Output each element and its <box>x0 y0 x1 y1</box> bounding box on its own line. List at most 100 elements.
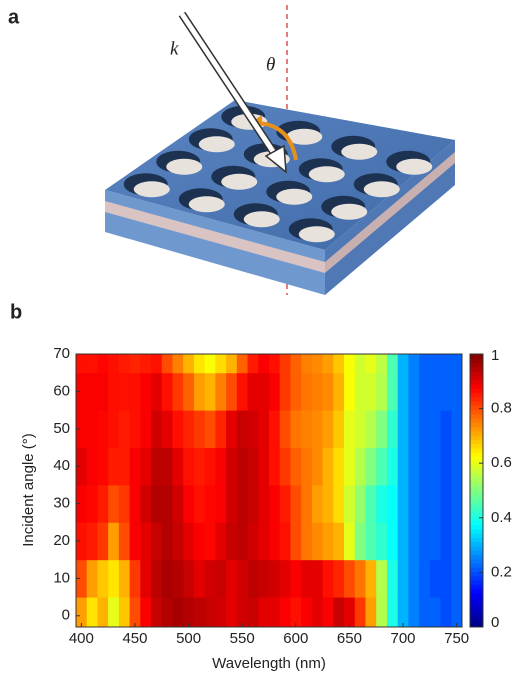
heat-cell <box>97 597 109 627</box>
heat-cell <box>397 410 409 448</box>
heat-cell <box>226 522 238 561</box>
heat-cell <box>344 522 356 561</box>
heat-cell <box>419 597 431 627</box>
heat-cell <box>376 559 388 598</box>
heat-cell <box>419 372 431 411</box>
heat-cell <box>183 559 195 598</box>
heat-cell <box>419 410 431 448</box>
heat-cell <box>279 522 291 561</box>
colorbar-swatch <box>470 388 483 393</box>
heat-cell <box>386 372 399 411</box>
heat-cell <box>86 372 98 411</box>
heat-cell <box>258 372 270 411</box>
x-tick-label: 400 <box>69 630 94 647</box>
y-tick-label: 60 <box>53 382 70 399</box>
colorbar-swatch <box>470 580 483 585</box>
heat-cell <box>236 447 249 486</box>
heat-cell <box>451 522 462 561</box>
heat-cell <box>376 410 388 448</box>
heat-cell <box>290 522 302 561</box>
heat-cell <box>172 522 184 561</box>
heat-cell <box>311 522 324 561</box>
y-tick-label: 10 <box>53 569 70 586</box>
x-tick-label: 650 <box>337 630 362 647</box>
heat-cell <box>226 372 238 411</box>
heat-cell <box>354 410 366 448</box>
plot-frame <box>75 353 463 628</box>
heat-cell <box>151 522 163 561</box>
colorbar-swatch <box>470 405 483 410</box>
hole <box>276 188 313 205</box>
heat-cell <box>419 354 431 374</box>
colorbar-swatch <box>470 494 483 500</box>
heat-cell <box>301 447 313 486</box>
x-tick-label: 600 <box>283 630 308 647</box>
heat-cell <box>215 559 227 598</box>
heat-cell <box>279 410 291 448</box>
heat-cell <box>97 372 109 411</box>
heat-cell <box>258 447 270 486</box>
colorbar-swatch <box>470 511 483 517</box>
heat-cell <box>386 522 399 561</box>
heat-cell <box>226 484 238 523</box>
heat-cell <box>226 447 238 486</box>
heat-cell <box>258 522 270 561</box>
panel-label: b <box>10 301 22 323</box>
x-tick-label: 750 <box>444 630 469 647</box>
heat-cell <box>76 484 88 523</box>
colorbar-swatch <box>470 575 483 581</box>
heat-cell <box>279 484 291 523</box>
heat-cell <box>269 597 281 627</box>
heat-cell <box>236 597 249 627</box>
heat-cell <box>440 410 452 448</box>
heat-cell <box>108 447 120 486</box>
heat-cell <box>97 484 109 523</box>
heat-cell <box>322 410 334 448</box>
heat-cell <box>108 597 120 627</box>
heat-cell <box>183 484 195 523</box>
heat-cell <box>118 597 131 627</box>
x-axis-label: Wavelength (nm) <box>212 655 326 672</box>
heat-cell <box>386 484 399 523</box>
heat-cell <box>140 484 152 523</box>
heat-cell <box>215 522 227 561</box>
heat-cell <box>397 372 409 411</box>
heat-cell <box>397 354 409 374</box>
heat-cell <box>76 354 88 374</box>
colorbar-swatch <box>470 481 483 487</box>
hole <box>286 128 323 145</box>
colorbar-swatch <box>470 362 483 368</box>
heatmap <box>76 354 462 627</box>
heat-cell <box>365 354 377 374</box>
heat-cell <box>365 484 377 523</box>
colorbar-swatch <box>470 601 483 607</box>
y-tick-label: 20 <box>53 532 70 549</box>
heat-cell <box>215 597 227 627</box>
heat-cell <box>322 447 334 486</box>
heat-cell <box>151 484 163 523</box>
heat-cell <box>108 410 120 448</box>
heat-cell <box>408 597 420 627</box>
colorbar-swatch <box>470 413 483 419</box>
heat-cell <box>118 410 131 448</box>
colorbar-swatch <box>470 558 483 564</box>
heat-cell <box>419 522 431 561</box>
heat-cell <box>333 559 345 598</box>
heat-cell <box>226 410 238 448</box>
heat-cell <box>236 522 249 561</box>
heat-cell <box>333 597 345 627</box>
colorbar-swatch <box>470 396 483 402</box>
heat-cell <box>193 372 206 411</box>
heat-cell <box>247 522 259 561</box>
colorbar-swatch <box>470 592 483 598</box>
heat-cell <box>140 522 152 561</box>
heat-cell <box>290 559 302 598</box>
heat-cell <box>301 597 313 627</box>
heat-cell <box>354 354 366 374</box>
heat-cell <box>97 559 109 598</box>
heat-cell <box>215 447 227 486</box>
colorbar-swatch <box>470 554 483 560</box>
heat-cell <box>183 410 195 448</box>
heat-cell <box>440 559 452 598</box>
heat-cell <box>236 410 249 448</box>
